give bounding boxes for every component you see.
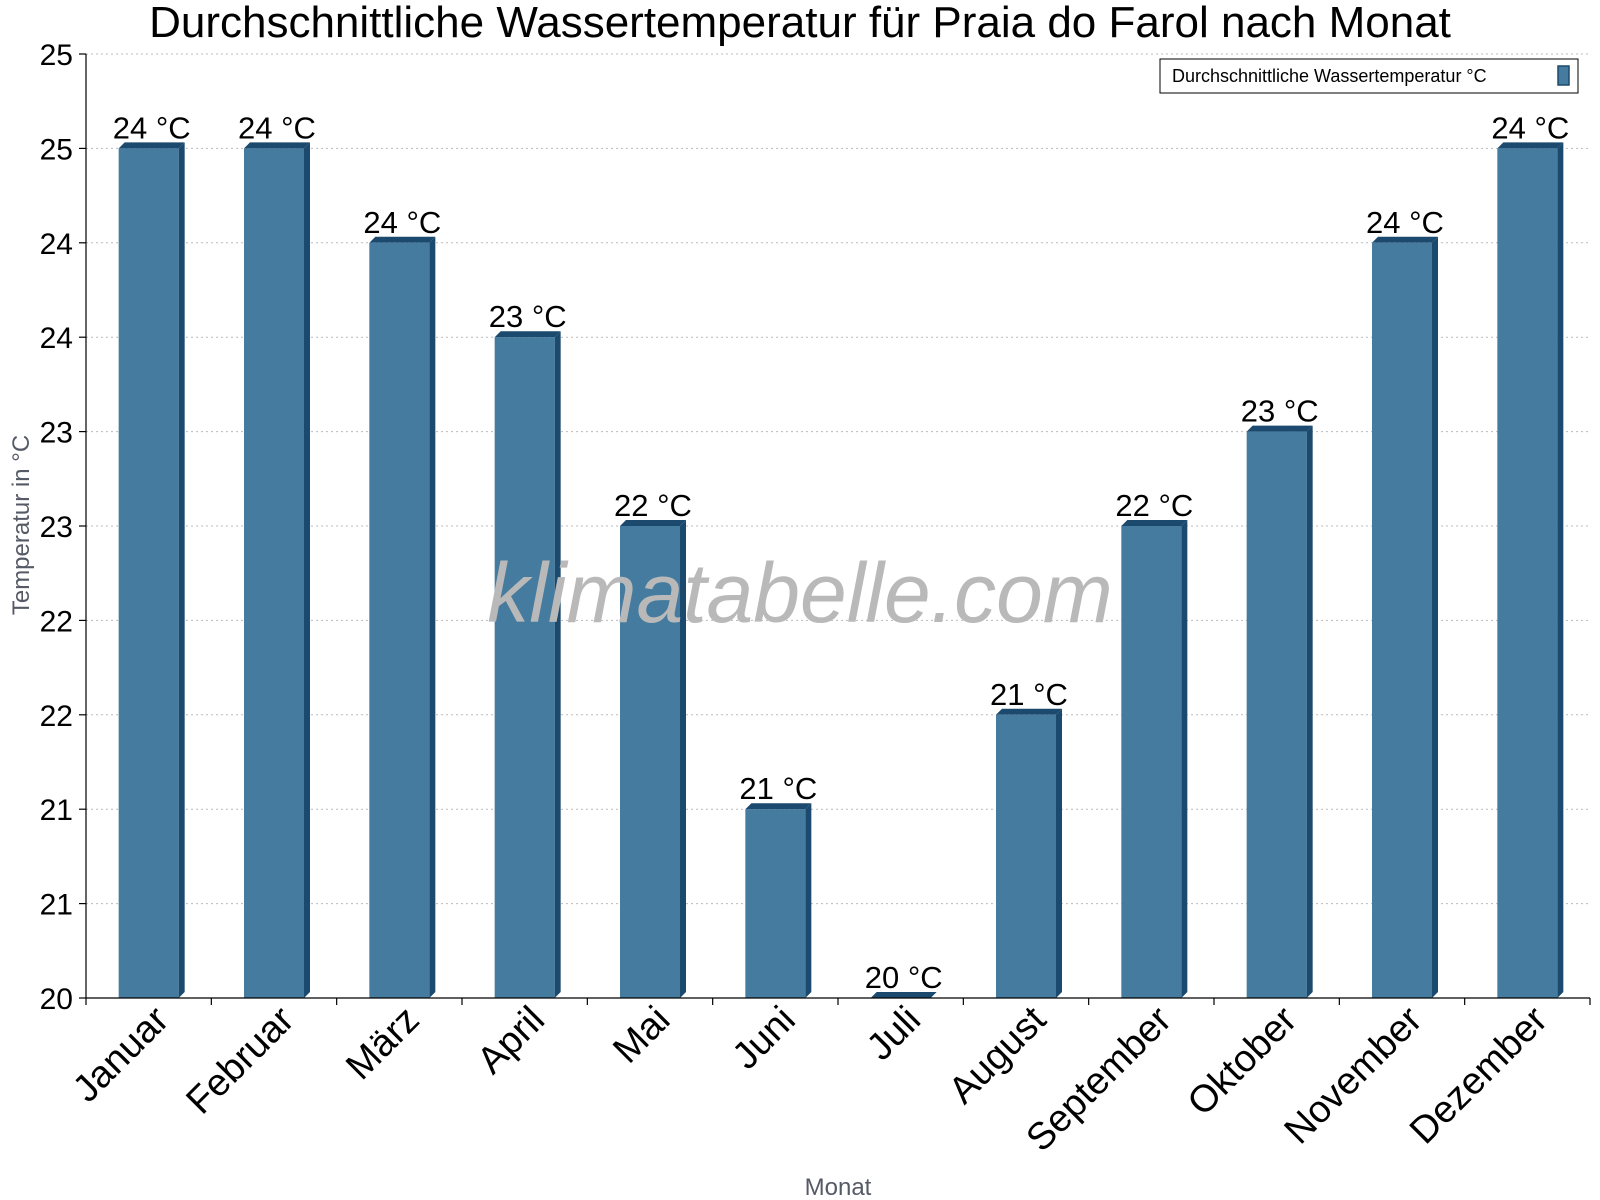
x-tick-label: Mai — [605, 999, 678, 1072]
bar-top — [244, 142, 310, 149]
bar — [369, 236, 436, 999]
bar-front — [1246, 431, 1307, 999]
bar — [244, 142, 310, 998]
bar-front — [1121, 526, 1182, 998]
x-tick-label: August — [941, 998, 1055, 1112]
bar — [1497, 142, 1564, 998]
data-label: 24 °C — [1366, 205, 1444, 240]
bar-top — [1121, 520, 1188, 526]
bars — [118, 142, 1564, 999]
data-label: 24 °C — [363, 205, 441, 240]
data-label: 24 °C — [238, 110, 316, 145]
bar-front — [244, 148, 304, 998]
bar-side — [1056, 708, 1062, 998]
bar — [1246, 425, 1313, 999]
bar-front — [1372, 242, 1432, 999]
y-tick-label: 25 — [40, 39, 73, 72]
y-tick-label: 24 — [40, 322, 73, 355]
data-labels: 24 °C 24 °C 24 °C 23 °C 22 °C 21 °C 20 °C 21 °C… — [113, 110, 1570, 995]
x-tick-label: Januar — [65, 998, 177, 1110]
bar — [620, 520, 686, 998]
data-label: 23 °C — [1241, 394, 1319, 429]
bar-front — [1497, 148, 1558, 998]
bar — [870, 992, 937, 998]
bar-side — [1306, 425, 1313, 999]
bar-side — [304, 142, 310, 998]
y-tick-label: 21 — [40, 889, 73, 922]
bar-side — [1432, 236, 1438, 999]
chart-title: Durchschnittliche Wassertemperatur für P… — [149, 0, 1451, 47]
bar-top — [1246, 425, 1313, 432]
x-tick-labels: Januar Februar März April Mai Juni Juli AugustS… — [65, 998, 1556, 1159]
y-axis-label: Temperatur in °C — [8, 435, 35, 615]
bar — [996, 708, 1062, 998]
bar — [1372, 236, 1438, 999]
bar — [494, 331, 561, 998]
data-label: 23 °C — [489, 299, 567, 334]
data-label: 24 °C — [1491, 110, 1569, 145]
bar-front — [494, 337, 555, 998]
bar-side — [429, 236, 436, 999]
x-tick-label: Oktober — [1180, 998, 1306, 1124]
bar-top — [494, 331, 561, 338]
bar-top — [745, 803, 812, 810]
data-label: 22 °C — [614, 488, 692, 523]
bar-front — [620, 526, 680, 998]
bar-side — [1557, 142, 1564, 998]
grid-lines — [86, 53, 1590, 905]
bar-top — [118, 142, 185, 149]
y-tick-label: 24 — [40, 228, 73, 261]
bar-front — [745, 809, 806, 998]
bar-front — [369, 242, 430, 999]
bar-side — [1181, 520, 1188, 998]
bar-top — [996, 708, 1062, 715]
bar-side — [805, 803, 812, 998]
x-axis-label: Monat — [805, 1174, 872, 1200]
watermark: klimatabelle.com — [487, 546, 1113, 640]
y-tick-label: 22 — [40, 605, 73, 638]
bar-side — [680, 520, 686, 998]
x-tick-label: Dezember — [1402, 998, 1556, 1152]
bar-top — [870, 992, 937, 998]
legend-entry-label: Durchschnittliche Wassertemperatur °C — [1172, 66, 1487, 86]
x-tick-label: Juni — [725, 999, 804, 1078]
data-label: 22 °C — [1115, 488, 1193, 523]
axes — [79, 53, 1591, 1005]
bar — [745, 803, 812, 998]
y-tick-label: 23 — [40, 417, 73, 450]
data-label: 24 °C — [113, 110, 191, 145]
x-tick-label: Februar — [179, 998, 303, 1122]
bar-top — [620, 520, 686, 526]
y-tick-labels: 20 21 21 22 22 23 23 24 24 25 25 — [40, 39, 73, 1016]
data-label: 20 °C — [865, 960, 943, 995]
y-tick-label: 25 — [40, 133, 73, 166]
data-label: 21 °C — [739, 771, 817, 806]
bar-top — [1372, 236, 1438, 243]
bar-side — [554, 331, 561, 998]
legend: Durchschnittliche Wassertemperatur °C — [1159, 58, 1579, 94]
bar — [118, 142, 185, 998]
y-tick-label: 22 — [40, 700, 73, 733]
x-tick-label: März — [338, 999, 427, 1088]
bar — [1121, 520, 1188, 998]
bar-side — [178, 142, 185, 998]
bar-front — [996, 714, 1056, 998]
bar-top — [369, 236, 436, 243]
legend-swatch — [1557, 65, 1570, 86]
data-label: 21 °C — [990, 677, 1068, 712]
bar-top — [1497, 142, 1564, 149]
bar-front — [118, 148, 179, 998]
legend-box — [1159, 58, 1579, 94]
x-tick-label: April — [470, 999, 553, 1082]
y-tick-label: 23 — [40, 511, 73, 544]
y-tick-label: 20 — [40, 983, 73, 1016]
x-tick-label: Juli — [859, 999, 929, 1069]
y-tick-label: 21 — [40, 794, 73, 827]
